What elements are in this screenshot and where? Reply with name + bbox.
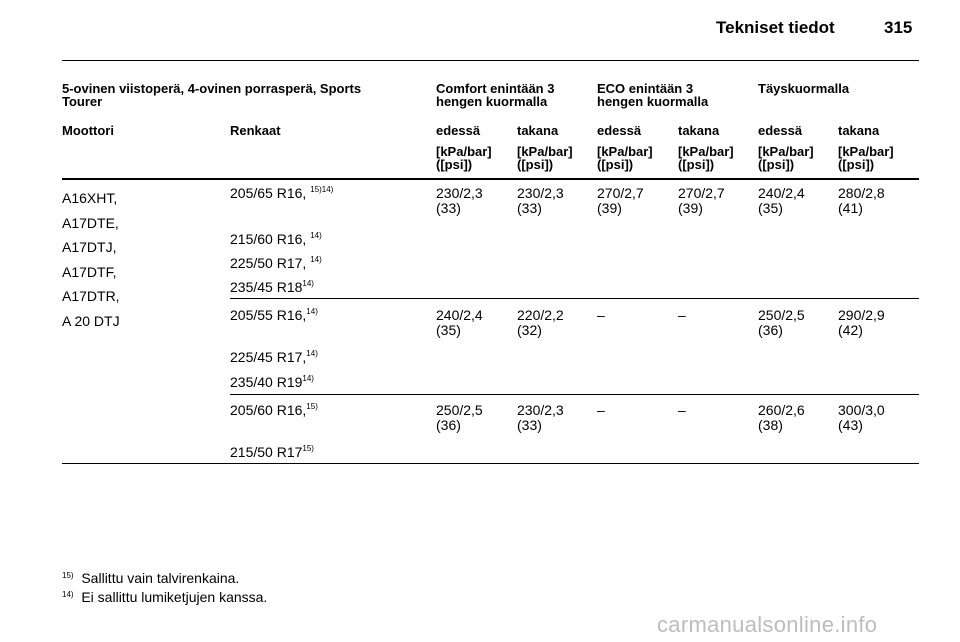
engine-item: A 20 DTJ <box>62 312 120 329</box>
pressure-cell: 230/2,3 (33) <box>517 185 564 216</box>
engine-item: A17DTR, <box>62 288 120 304</box>
tyre-size: 215/60 R16, 14) <box>230 231 322 247</box>
body-type-heading: 5-ovinen viistoperä, 4-ovinen porrasperä… <box>62 81 362 109</box>
tyre-size: 205/55 R16,14) <box>230 307 318 323</box>
pressure-cell: 290/2,9 (42) <box>838 307 885 338</box>
footnote: 14) Ei sallittu lumiketjujen kanssa. <box>62 589 268 605</box>
group-separator <box>230 394 919 395</box>
engine-item: A17DTE, <box>62 214 119 231</box>
tyre-size: 225/50 R17, 14) <box>230 255 322 271</box>
pressure-cell: 280/2,8 (41) <box>838 185 885 216</box>
header-bottom-rule <box>62 178 919 180</box>
tyre-size: 205/60 R16,15) <box>230 402 318 418</box>
pressure-cell: 220/2,2 (32) <box>517 307 564 338</box>
group-separator <box>230 298 919 299</box>
pressure-cell: 230/2,3 (33) <box>517 402 564 433</box>
pressure-cell: – <box>597 307 605 323</box>
tyre-size: 235/45 R1814) <box>230 279 314 295</box>
unit-header: [kPa/bar] ([psi]) <box>517 144 573 172</box>
eco-heading: ECO enintään 3 hengen kuormalla <box>597 81 709 109</box>
pressure-cell: 270/2,7 (39) <box>597 185 644 216</box>
page-number: 315 <box>884 18 913 37</box>
page-title: Tekniset tiedot <box>716 18 835 37</box>
footnote: 15) Sallittu vain talvirenkaina. <box>62 570 240 586</box>
watermark: carmanualsonline.info <box>657 612 878 637</box>
engine-item: A17DTJ, <box>62 239 117 255</box>
pressure-cell: 240/2,4 (35) <box>758 185 805 216</box>
unit-header: [kPa/bar] ([psi]) <box>597 144 653 172</box>
pressure-cell: 270/2,7 (39) <box>678 185 725 216</box>
engine-column-header: Moottori <box>62 123 114 138</box>
unit-header: [kPa/bar] ([psi]) <box>436 144 492 172</box>
rear-column-header: takana <box>517 123 559 138</box>
comfort-heading: Comfort enintään 3 hengen kuormalla <box>436 81 555 109</box>
pressure-cell: – <box>678 307 686 323</box>
pressure-cell: 250/2,5 (36) <box>436 402 483 433</box>
tyres-column-header: Renkaat <box>230 123 281 138</box>
pressure-cell: – <box>597 402 605 418</box>
front-column-header: edessä <box>597 123 642 138</box>
engine-item: A17DTF, <box>62 263 117 280</box>
tyre-size: 215/50 R1715) <box>230 444 314 460</box>
unit-header: [kPa/bar] ([psi]) <box>838 144 894 172</box>
tyre-size: 225/45 R17,14) <box>230 349 318 365</box>
rear-column-header: takana <box>678 123 720 138</box>
front-column-header: edessä <box>436 123 481 138</box>
pressure-cell: 230/2,3 (33) <box>436 185 483 216</box>
engine-item: A16XHT, <box>62 190 118 206</box>
tyre-size: 235/40 R1914) <box>230 374 314 390</box>
full-load-heading: Täyskuormalla <box>758 81 850 96</box>
pressure-cell: 240/2,4 (35) <box>436 307 483 338</box>
tyre-size: 205/65 R16, 15)14) <box>230 185 334 201</box>
table-bottom-rule <box>62 463 919 464</box>
pressure-cell: 250/2,5 (36) <box>758 307 805 338</box>
unit-header: [kPa/bar] ([psi]) <box>758 144 814 172</box>
unit-header: [kPa/bar] ([psi]) <box>678 144 734 172</box>
rear-column-header: takana <box>838 123 880 138</box>
header-rule <box>62 60 919 61</box>
pressure-cell: 260/2,6 (38) <box>758 402 805 433</box>
engine-list: A16XHT, A17DTE, A17DTJ, A17DTF, A17DTR, … <box>62 186 120 333</box>
front-column-header: edessä <box>758 123 803 138</box>
pressure-cell: – <box>678 402 686 418</box>
pressure-cell: 300/3,0 (43) <box>838 402 885 433</box>
